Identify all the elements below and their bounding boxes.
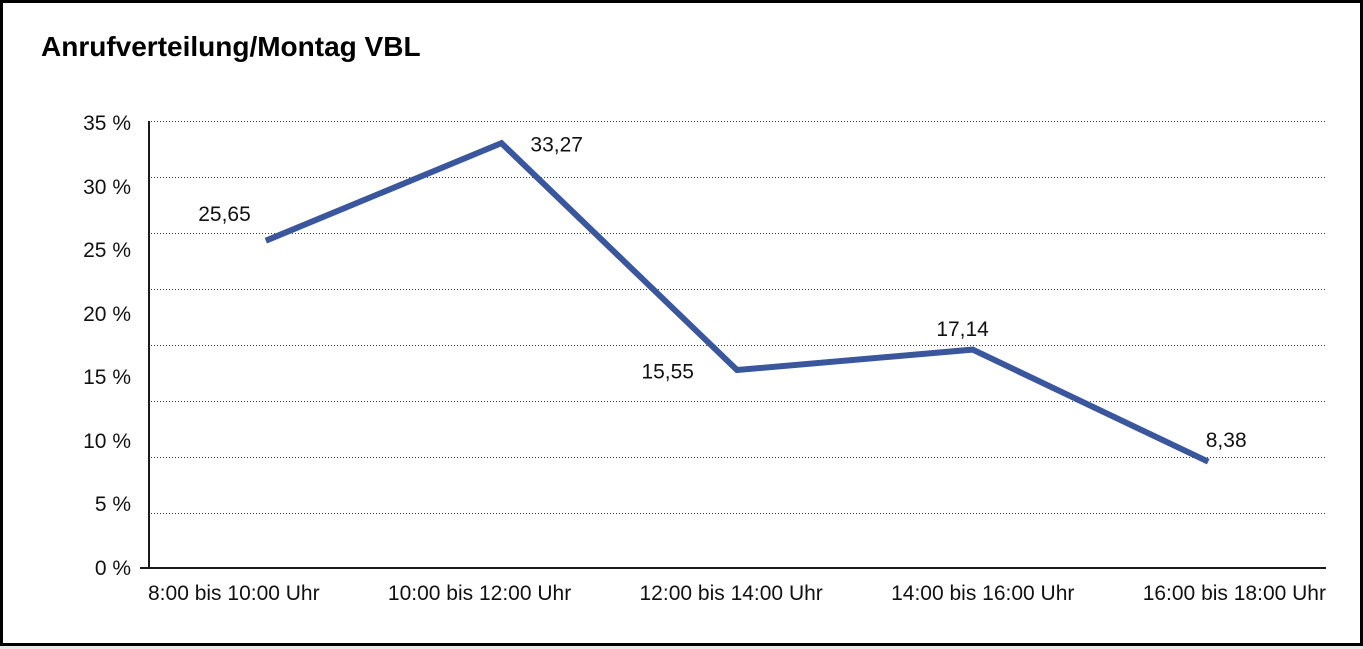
- gridline: [148, 457, 1326, 458]
- x-tick-label: 12:00 bis 14:00 Uhr: [639, 582, 823, 605]
- data-label: 25,65: [198, 203, 251, 226]
- series-layer: 25,65 33,27 15,55 17,14 8,38: [198, 134, 1247, 465]
- y-axis-line: [148, 121, 150, 569]
- y-tick-label: 20 %: [83, 302, 131, 326]
- x-tick-label: 14:00 bis 16:00 Uhr: [891, 582, 1075, 605]
- gridline: [148, 289, 1326, 290]
- data-label: 17,14: [936, 318, 989, 341]
- y-tick-label: 0 %: [94, 557, 131, 580]
- y-tick-label: 35 %: [83, 112, 131, 135]
- origin-tick: [140, 567, 148, 569]
- gridline: [148, 177, 1326, 178]
- gridline: [148, 345, 1326, 346]
- y-tick-label: 15 %: [83, 366, 131, 390]
- x-tick-label: 8:00 bis 10:00 Uhr: [148, 582, 320, 605]
- gridline: [148, 233, 1326, 234]
- data-label: 15,55: [641, 361, 694, 384]
- x-tick-label: 10:00 bis 12:00 Uhr: [387, 582, 572, 605]
- gridline: [148, 513, 1326, 514]
- y-tick-label: 25 %: [83, 239, 131, 263]
- x-axis-line: [148, 567, 1326, 569]
- series-line: [264, 139, 1210, 465]
- x-axis-labels: 8:00 bis 10:00 Uhr 10:00 bis 12:00 Uhr 12:…: [148, 582, 1326, 606]
- y-tick-label: 10 %: [83, 429, 131, 453]
- x-tick-label: 16:00 bis 18:00 Uhr: [1142, 582, 1326, 605]
- data-label: 8,38: [1206, 429, 1247, 452]
- gridline: [148, 401, 1326, 402]
- y-tick-label: 30 %: [83, 175, 131, 199]
- data-label: 33,27: [530, 134, 583, 157]
- y-tick-label: 5 %: [94, 493, 131, 517]
- gridline: [148, 121, 1326, 122]
- chart-title: Anrufverteilung/Montag VBL: [41, 31, 421, 62]
